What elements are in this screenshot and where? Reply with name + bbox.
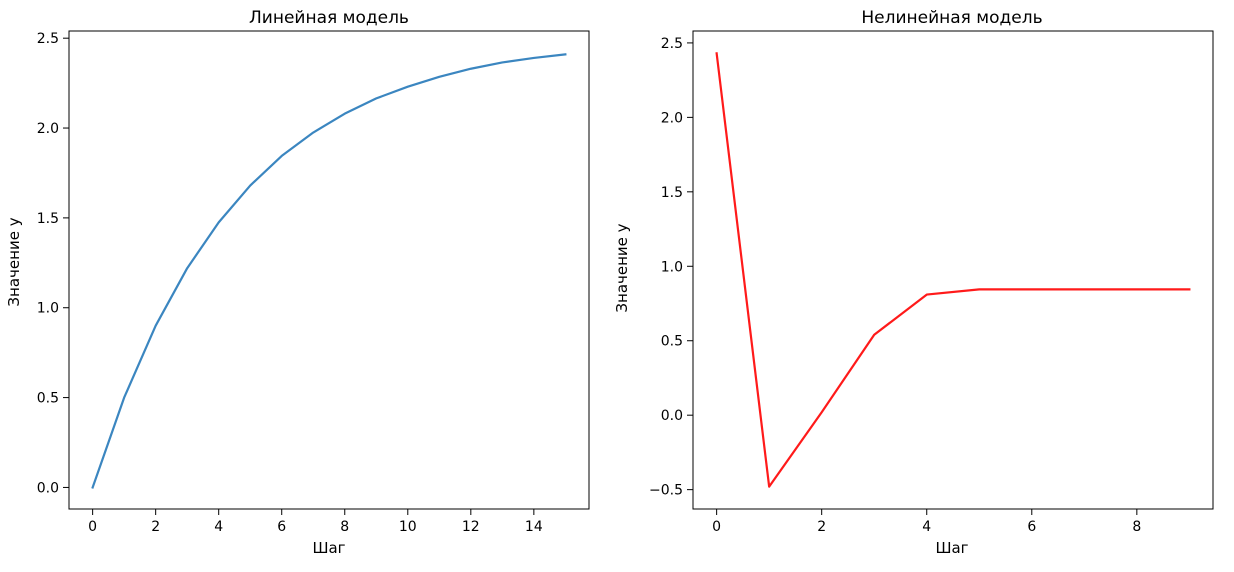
y-tick-label: 0.5 <box>37 391 59 407</box>
x-tick-label: 4 <box>922 519 931 535</box>
x-tick-label: 8 <box>1132 519 1141 535</box>
y-tick-label: 2.0 <box>37 121 59 137</box>
y-tick-label: 0.0 <box>37 480 59 496</box>
x-tick-label: 0 <box>712 519 721 535</box>
y-tick-label: 1.0 <box>661 259 683 275</box>
y-tick-label: 0.5 <box>661 334 683 350</box>
y-axis-label: Значение y <box>613 223 631 312</box>
x-tick-label: 10 <box>399 519 417 535</box>
y-tick-label: 2.5 <box>661 36 683 52</box>
chart-nonlinear-model: Нелинейная модель Шаг Значение y 0 2 4 6 8 −0… <box>613 8 1214 557</box>
x-tick-label: 4 <box>214 519 223 535</box>
x-tick-label: 6 <box>277 519 286 535</box>
y-tick-label: 1.0 <box>37 301 59 317</box>
plot-frame <box>68 30 590 510</box>
x-axis-label: Шаг <box>935 539 968 557</box>
x-tick-label: 6 <box>1027 519 1036 535</box>
y-tick-label: 1.5 <box>661 185 683 201</box>
x-axis-label: Шаг <box>312 539 345 557</box>
chart-title: Нелинейная модель <box>861 8 1042 28</box>
y-tick-label: 2.0 <box>661 110 683 126</box>
y-axis-label: Значение y <box>5 217 23 306</box>
y-tick-label: 2.5 <box>37 31 59 47</box>
y-tick-label: −0.5 <box>649 483 683 499</box>
x-tick-label: 14 <box>525 519 543 535</box>
chart-title: Линейная модель <box>249 8 409 28</box>
plot-frame <box>692 30 1214 510</box>
x-tick-label: 0 <box>88 519 97 535</box>
series-line-0 <box>91 53 567 489</box>
x-tick-label: 2 <box>151 519 160 535</box>
y-tick-label: 0.0 <box>661 408 683 424</box>
series-line-0 <box>715 52 1191 488</box>
x-tick-label: 2 <box>817 519 826 535</box>
y-tick-label: 1.5 <box>37 211 59 227</box>
x-tick-label: 12 <box>462 519 480 535</box>
chart-linear-model: Линейная модель Шаг Значение y 0 2 4 6 8 10 12… <box>5 8 590 557</box>
x-tick-label: 8 <box>340 519 349 535</box>
